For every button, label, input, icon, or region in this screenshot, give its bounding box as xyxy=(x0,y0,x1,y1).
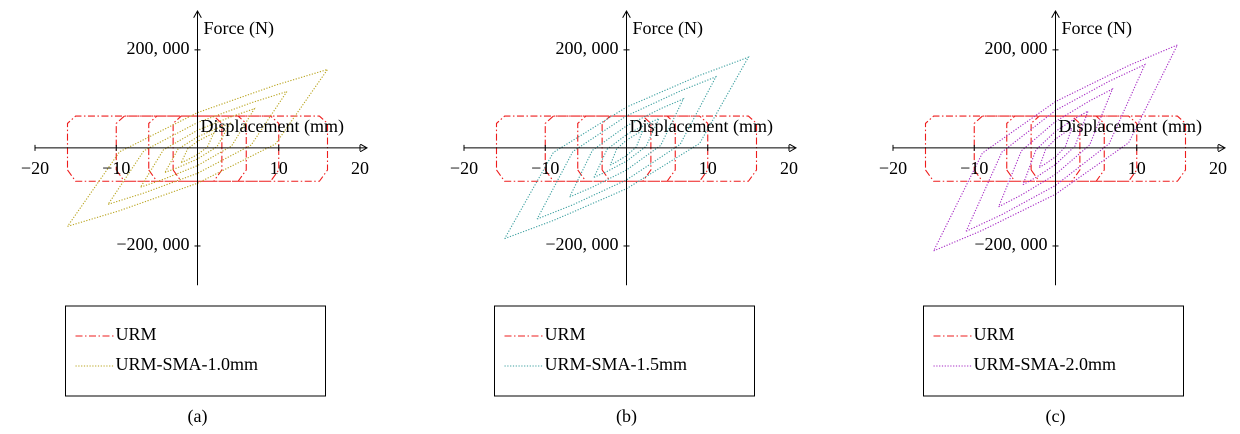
legend-label: URM xyxy=(974,324,1015,344)
y-tick-label: 200, 000 xyxy=(556,38,619,58)
caption: (c) xyxy=(1046,406,1066,427)
series-line xyxy=(66,115,329,182)
y-tick-label: −200, 000 xyxy=(545,234,618,254)
caption: (b) xyxy=(616,406,637,427)
x-tick-label: 10 xyxy=(270,158,288,178)
legend-box xyxy=(494,305,755,397)
x-axis-label: Displacement (mm) xyxy=(201,116,344,137)
x-tick-label: −10 xyxy=(102,158,130,178)
x-tick-label: −10 xyxy=(960,158,988,178)
x-tick-label: 20 xyxy=(1209,158,1227,178)
y-tick-label: 200, 000 xyxy=(127,38,190,58)
x-tick-label: 20 xyxy=(780,158,798,178)
y-tick-label: 200, 000 xyxy=(985,38,1048,58)
x-tick-label: −10 xyxy=(531,158,559,178)
panel: −20 −10 10 20 200, 000 −200, 000 Force (N) Disp… xyxy=(450,12,798,427)
series-line xyxy=(924,115,1187,182)
legend-label: URM-SMA-2.0mm xyxy=(974,354,1117,374)
y-axis-label: Force (N) xyxy=(1062,18,1132,39)
legend-box xyxy=(65,305,326,397)
y-axis-label: Force (N) xyxy=(633,18,703,39)
x-tick-label: −20 xyxy=(879,158,907,178)
legend-label: URM xyxy=(116,324,157,344)
caption: (a) xyxy=(188,406,208,427)
legend-label: URM-SMA-1.5mm xyxy=(545,354,688,374)
series-line xyxy=(67,68,329,227)
series-line xyxy=(504,56,750,240)
x-axis-label: Displacement (mm) xyxy=(1059,116,1202,137)
x-tick-label: 10 xyxy=(699,158,717,178)
x-tick-label: −20 xyxy=(21,158,49,178)
x-axis-label: Displacement (mm) xyxy=(630,116,773,137)
legend-label: URM-SMA-1.0mm xyxy=(116,354,259,374)
x-tick-label: 20 xyxy=(351,158,369,178)
x-tick-label: 10 xyxy=(1128,158,1146,178)
y-tick-label: −200, 000 xyxy=(116,234,189,254)
panel: −20 −10 10 20 200, 000 −200, 000 Force (N) Disp… xyxy=(879,12,1227,427)
legend-label: URM xyxy=(545,324,586,344)
series-line xyxy=(933,43,1179,252)
y-axis-label: Force (N) xyxy=(204,18,274,39)
series-line xyxy=(495,115,758,182)
y-tick-label: −200, 000 xyxy=(974,234,1047,254)
legend-box xyxy=(923,305,1184,397)
x-tick-label: −20 xyxy=(450,158,478,178)
panel: −20 −10 10 20 200, 000 −200, 000 Force (N) Disp… xyxy=(21,12,369,427)
